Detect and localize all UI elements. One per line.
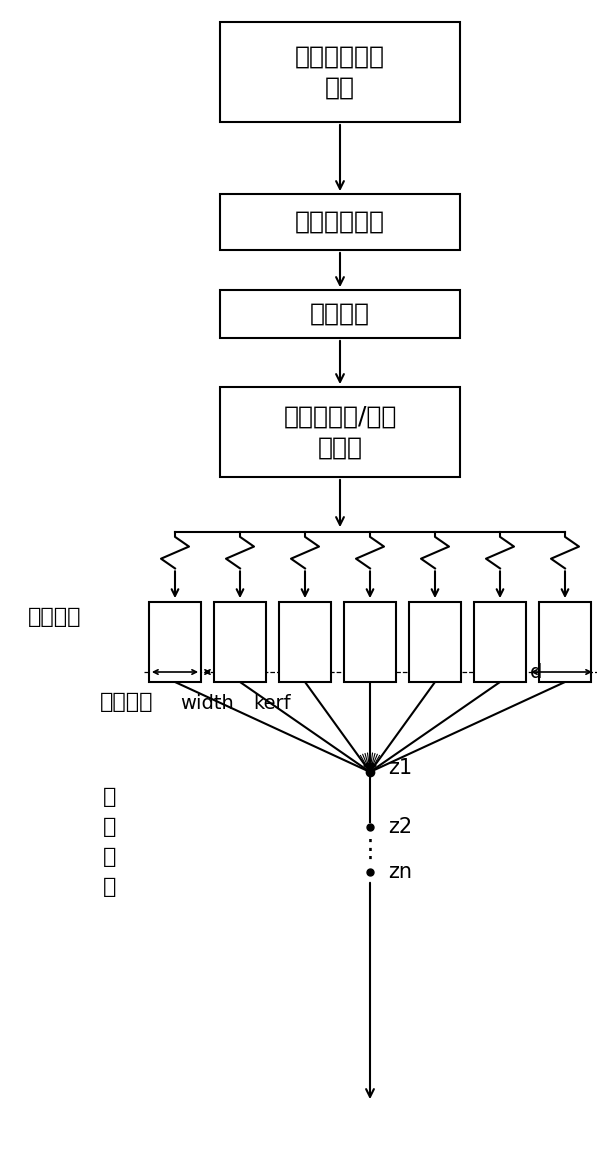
Bar <box>279 602 331 682</box>
Bar <box>474 602 526 682</box>
Bar <box>539 602 591 682</box>
Text: ⋮: ⋮ <box>358 838 383 861</box>
Text: 激励脉冲: 激励脉冲 <box>28 607 82 627</box>
Bar <box>149 602 201 682</box>
Text: z2: z2 <box>388 817 412 837</box>
Bar <box>344 602 396 682</box>
Text: 脉冲信号产生
模块: 脉冲信号产生 模块 <box>295 44 385 100</box>
Bar <box>220 194 460 250</box>
Bar <box>220 290 460 338</box>
Text: 延时模块: 延时模块 <box>310 302 370 327</box>
Text: kerf: kerf <box>253 694 291 713</box>
Text: z1: z1 <box>388 758 412 779</box>
Bar <box>409 602 461 682</box>
Bar <box>220 387 460 476</box>
Bar <box>214 602 266 682</box>
Text: width: width <box>180 694 234 713</box>
Text: 集: 集 <box>103 817 116 837</box>
Text: 聚: 聚 <box>103 787 116 806</box>
Text: 置: 置 <box>103 877 116 897</box>
Text: 物理阵元: 物理阵元 <box>100 693 153 712</box>
Text: 功率放大模块: 功率放大模块 <box>295 210 385 234</box>
Text: d: d <box>530 662 543 681</box>
Text: 位: 位 <box>103 847 116 867</box>
Text: 物理阵元开/关控
制模块: 物理阵元开/关控 制模块 <box>284 404 396 460</box>
Text: zn: zn <box>388 862 412 882</box>
Bar <box>220 22 460 122</box>
